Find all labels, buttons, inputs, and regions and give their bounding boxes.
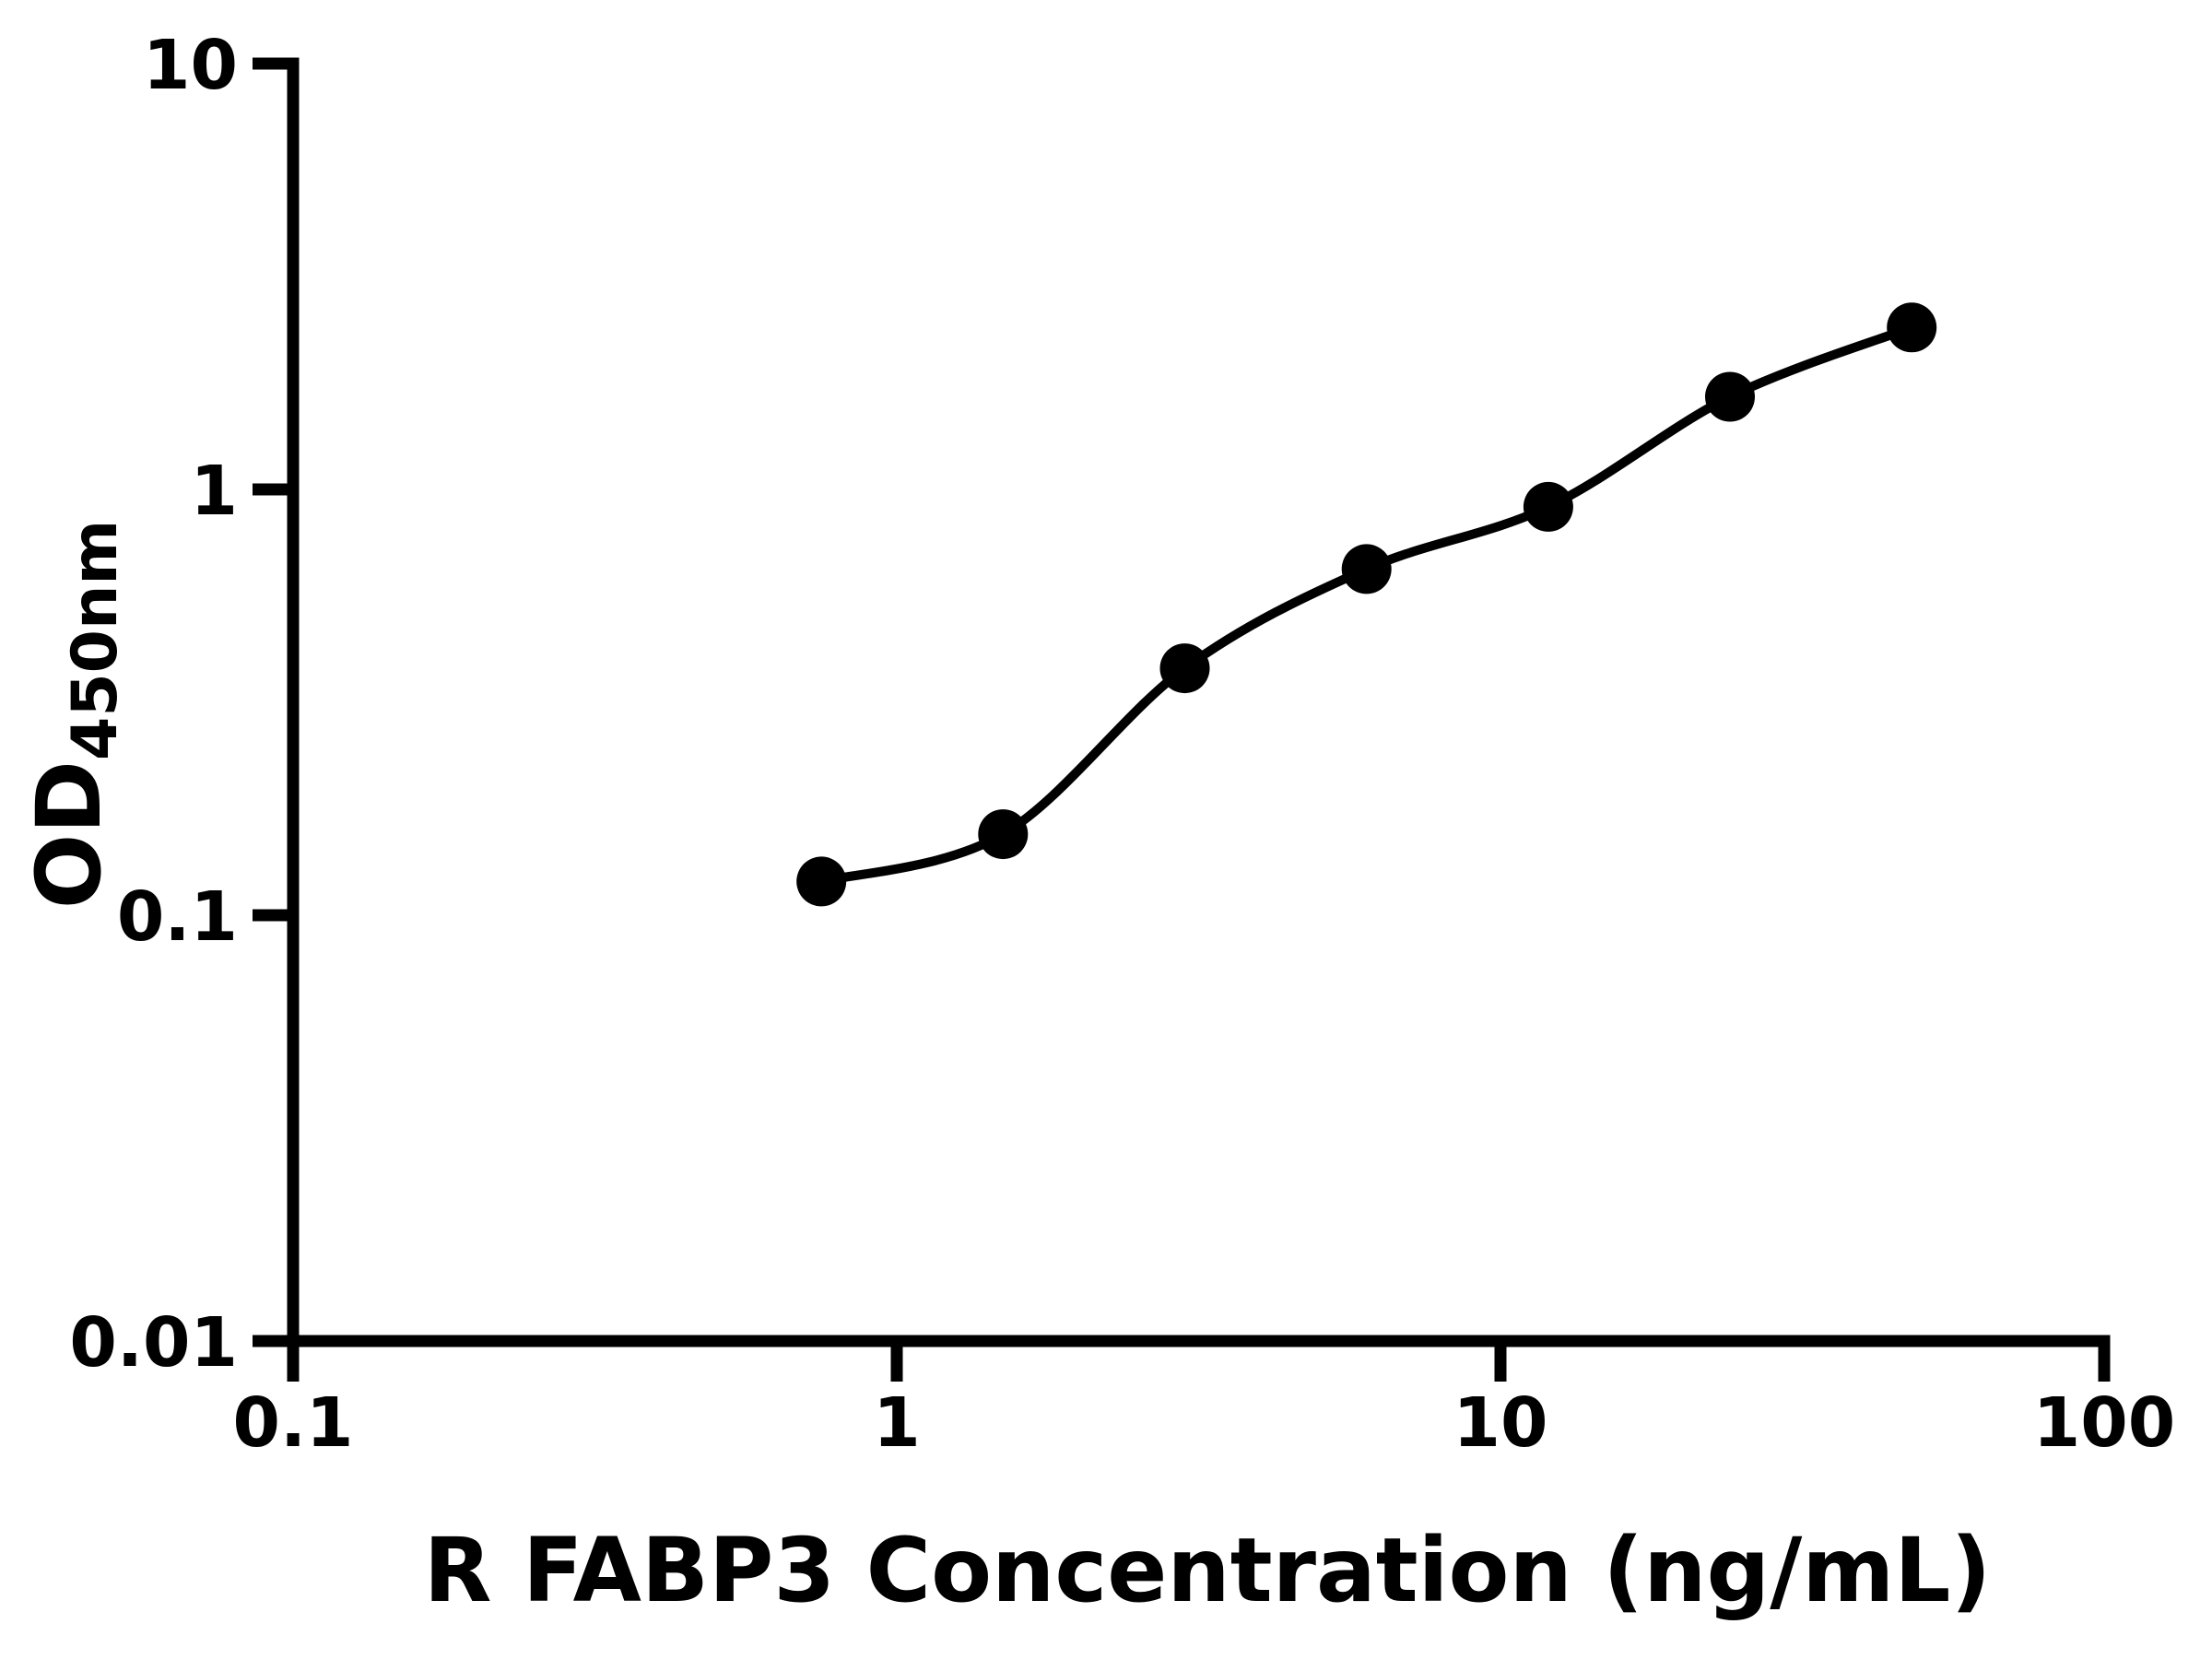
axis-lines	[287, 57, 2111, 1347]
axes	[287, 57, 2111, 1347]
data-point	[1887, 302, 1937, 353]
x-tick-label: 10	[1453, 1383, 1548, 1463]
data-point	[1523, 481, 1573, 532]
y-axis-title-sub: 450nm	[59, 520, 132, 760]
data-point	[796, 856, 847, 907]
data-point	[978, 809, 1029, 860]
data-point	[1705, 371, 1755, 422]
y-tick-label: 1	[191, 452, 239, 531]
data-series	[796, 302, 1937, 907]
y-tick-label: 0.01	[69, 1303, 238, 1382]
y-axis-title: OD450nm	[18, 520, 132, 910]
x-axis-title: R FABP3 Concentration (ng/mL)	[424, 1519, 1992, 1622]
x-tick-label: 1	[873, 1383, 921, 1463]
tick-marks	[253, 57, 2111, 1382]
x-tick-label: 0.1	[232, 1383, 353, 1463]
y-tick-label: 0.1	[117, 877, 238, 957]
data-point	[1159, 643, 1210, 694]
x-tick-label: 100	[2033, 1383, 2175, 1463]
y-axis-title-main: OD	[18, 760, 121, 909]
data-point	[1341, 544, 1392, 594]
y-tick-label: 10	[143, 26, 238, 105]
